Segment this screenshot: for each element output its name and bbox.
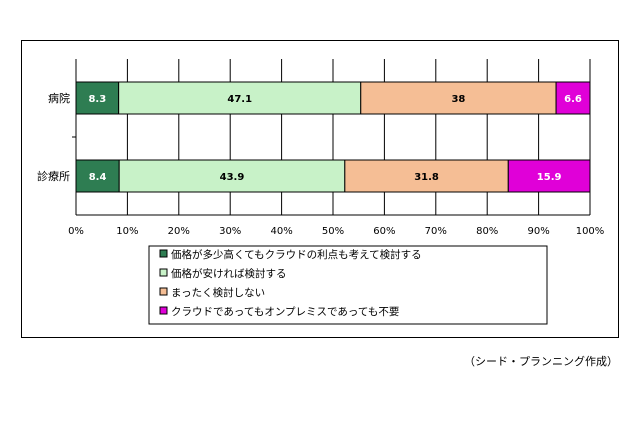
bar-segment bbox=[555, 81, 591, 115]
bar-segment bbox=[118, 159, 346, 193]
bar-segment bbox=[344, 159, 509, 193]
data-label: 8.3 bbox=[88, 94, 106, 105]
x-tick-label: 60% bbox=[373, 226, 395, 237]
bar-segment bbox=[360, 81, 557, 115]
legend-swatch bbox=[159, 287, 168, 296]
bar-segment bbox=[507, 159, 591, 193]
legend-box bbox=[148, 245, 548, 325]
data-label: 38 bbox=[451, 94, 465, 105]
data-label: 6.6 bbox=[564, 94, 582, 105]
x-tick-label: 30% bbox=[219, 226, 241, 237]
bar-segment bbox=[75, 81, 120, 115]
legend-swatch bbox=[159, 249, 168, 258]
x-tick-label: 50% bbox=[322, 226, 344, 237]
data-label: 31.8 bbox=[414, 172, 439, 183]
category-label: 病院 bbox=[48, 91, 70, 105]
category-label: 診療所 bbox=[37, 169, 70, 183]
x-tick-label: 10% bbox=[116, 226, 138, 237]
legend-label: クラウドであってもオンプレミスであっても不要 bbox=[171, 306, 399, 318]
x-tick-label: 40% bbox=[270, 226, 292, 237]
legend-label: 価格が安ければ検討する bbox=[171, 267, 287, 280]
source-note: （シード・プランニング作成） bbox=[464, 355, 618, 368]
stacked-bar-chart: 0% 10% 20% 30% 40% 50% 60% 70% 80% 90% 100% 病院 8.3 47… bbox=[37, 59, 605, 325]
x-tick-label: 90% bbox=[527, 226, 549, 237]
x-tick-label: 70% bbox=[425, 226, 447, 237]
data-label: 43.9 bbox=[220, 172, 245, 183]
x-tick-label: 100% bbox=[576, 226, 605, 237]
data-label: 15.9 bbox=[537, 172, 562, 183]
legend-label: まったく検討しない bbox=[171, 286, 265, 299]
data-label: 8.4 bbox=[89, 172, 107, 183]
legend-swatch bbox=[159, 306, 168, 315]
x-tick-label: 20% bbox=[168, 226, 190, 237]
bar-segment bbox=[118, 81, 362, 115]
chart-frame: 0% 10% 20% 30% 40% 50% 60% 70% 80% 90% 100% 病院 8.3 47… bbox=[21, 40, 619, 338]
x-tick-label: 80% bbox=[476, 226, 498, 237]
legend-swatch bbox=[159, 268, 168, 277]
legend-label: 価格が多少高くてもクラウドの利点も考えて検討する bbox=[171, 248, 422, 261]
x-tick-label: 0% bbox=[68, 226, 84, 237]
data-label: 47.1 bbox=[227, 94, 252, 105]
